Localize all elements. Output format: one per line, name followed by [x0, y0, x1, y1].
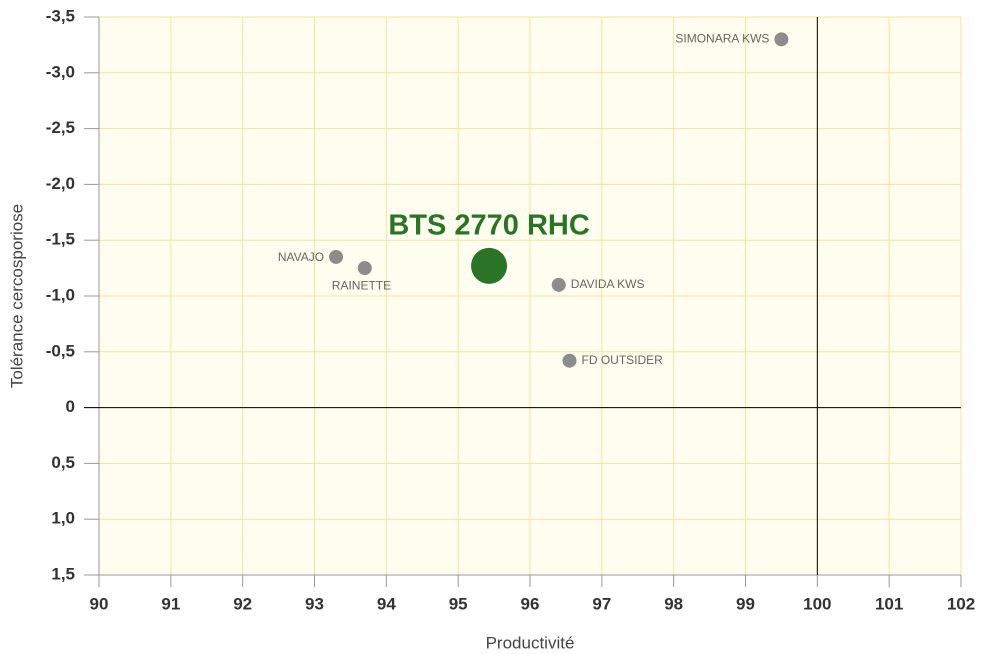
point — [551, 277, 566, 292]
x-axis-label: Productivité — [486, 633, 575, 652]
y-tick-label: -3,0 — [46, 62, 75, 81]
y-tick-label: -3,5 — [46, 6, 75, 25]
point — [329, 249, 344, 264]
x-tick-label: 91 — [161, 594, 180, 613]
y-tick-label: 1,0 — [51, 509, 75, 528]
x-tick-label: 96 — [521, 594, 540, 613]
point — [774, 32, 789, 47]
x-tick-label: 100 — [803, 594, 831, 613]
point-label: DAVIDA KWS — [571, 277, 645, 291]
point-label: RAINETTE — [332, 278, 391, 292]
y-tick-label: 0 — [66, 397, 75, 416]
x-tick-label: 93 — [305, 594, 324, 613]
y-tick-label: 0,5 — [51, 453, 75, 472]
y-tick-label: -0,5 — [46, 341, 75, 360]
point — [357, 261, 372, 276]
y-tick-label: 1,5 — [51, 564, 75, 583]
x-tick-label: 97 — [592, 594, 611, 613]
highlight-point — [471, 247, 508, 284]
point-label: NAVAJO — [278, 250, 324, 264]
x-tick-label: 90 — [90, 594, 109, 613]
highlight-label: BTS 2770 RHC — [388, 210, 590, 242]
point — [562, 353, 577, 368]
y-tick-label: -1,5 — [46, 230, 75, 249]
y-axis-label: Tolérance cercosporiose — [7, 204, 26, 388]
y-tick-label: -2,5 — [46, 118, 75, 137]
x-tick-label: 95 — [449, 594, 468, 613]
y-tick-label: -2,0 — [46, 174, 75, 193]
point-label: FD OUTSIDER — [582, 353, 664, 367]
x-tick-label: 94 — [377, 594, 396, 613]
x-tick-label: 102 — [947, 594, 975, 613]
x-tick-label: 99 — [736, 594, 755, 613]
point-label: SIMONARA KWS — [675, 31, 769, 45]
x-tick-label: 92 — [233, 594, 252, 613]
x-tick-label: 98 — [664, 594, 683, 613]
x-tick-label: 101 — [875, 594, 903, 613]
y-tick-label: -1,0 — [46, 285, 75, 304]
